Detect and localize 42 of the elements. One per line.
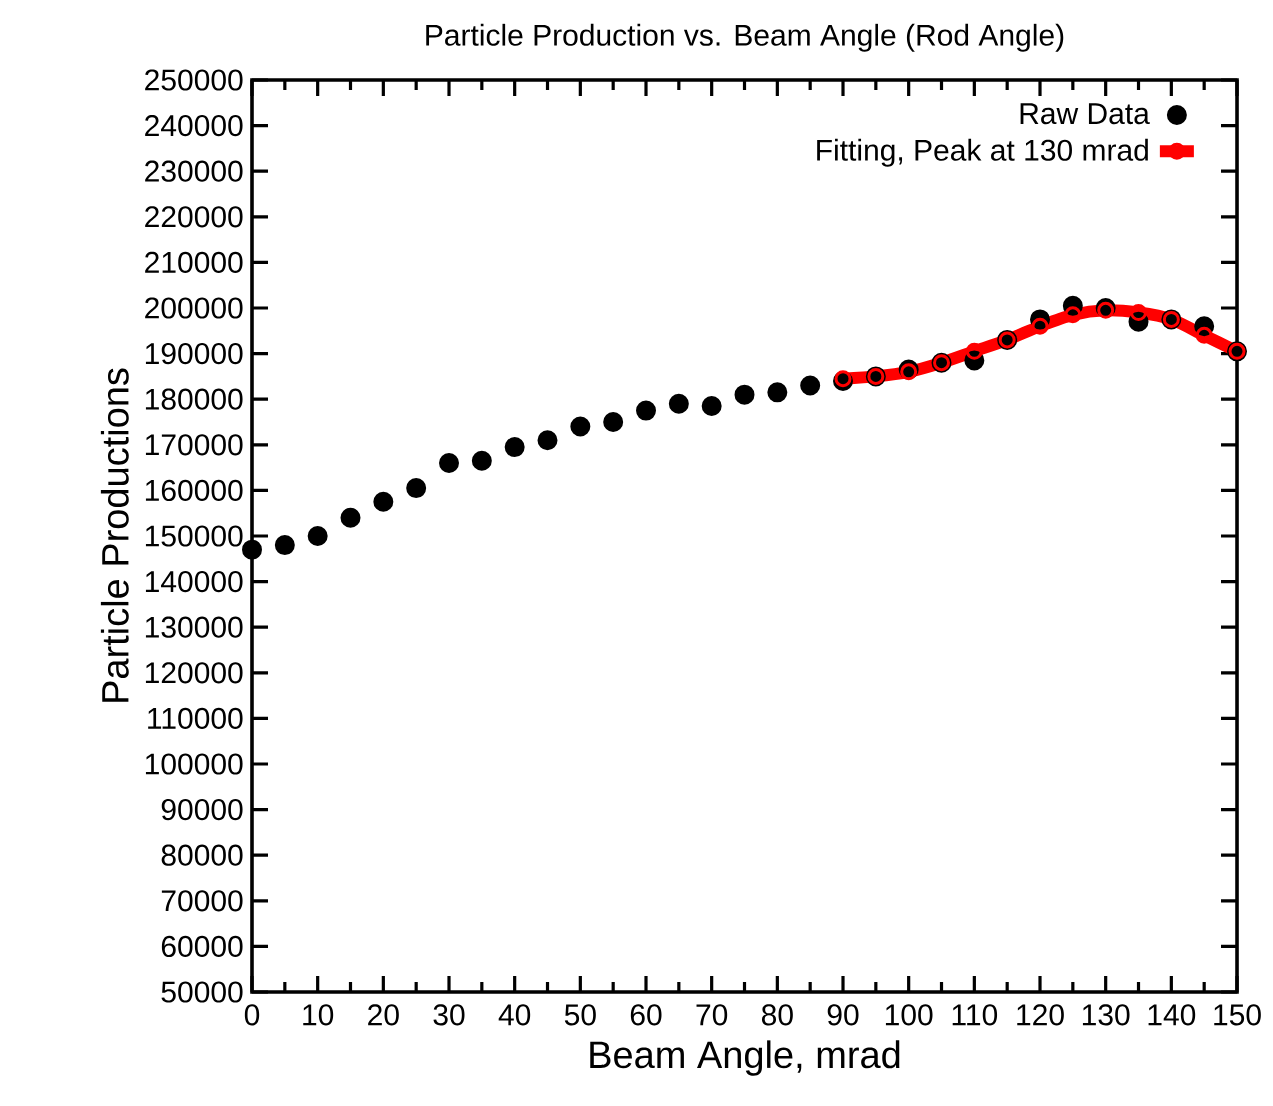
x-tick-label: 130 [1082, 1004, 1130, 1026]
y-tick-label: 230000 [145, 160, 243, 182]
y-tick-label: 190000 [145, 342, 243, 365]
y-tick-label: 140000 [145, 570, 243, 593]
x-tick-label: 70 [696, 1004, 728, 1026]
chart-title: Particle Production vs. Beam Angle (Rod Angle) [426, 23, 1064, 52]
y-tick-label: 70000 [161, 890, 243, 912]
y-axis-title: Particle Productions [100, 368, 129, 702]
y-tick-label: 50000 [161, 981, 243, 1003]
x-tick-label: 20 [368, 1004, 399, 1026]
legend-label: Raw Data [1020, 103, 1150, 125]
y-tick-label: 180000 [145, 388, 243, 410]
y-tick-label: 110000 [148, 707, 243, 729]
x-tick-label: 10 [303, 1004, 334, 1026]
legend-label: Fitting, Peak at 130 mrad [817, 138, 1148, 167]
x-tick-label: 150 [1214, 1004, 1261, 1026]
x-tick-label: 110 [952, 1004, 998, 1026]
y-tick-label: 220000 [145, 206, 243, 228]
y-tick-label: 200000 [145, 297, 243, 319]
y-tick-label: 160000 [145, 479, 243, 501]
x-tick-label: 90 [827, 1004, 859, 1026]
y-tick-label: 150000 [145, 525, 243, 547]
x-tick-label: 100 [885, 1004, 933, 1026]
y-tick-label: 170000 [145, 434, 243, 456]
x-tick-label: 80 [761, 1004, 793, 1026]
x-tick-label: 40 [498, 1004, 531, 1026]
x-tick-label: 60 [630, 1004, 662, 1026]
x-tick-label: 50 [564, 1004, 596, 1026]
y-tick-label: 80000 [161, 844, 243, 866]
y-tick-label: 250000 [145, 69, 243, 91]
x-tick-label: 30 [433, 1004, 465, 1026]
x-tick-label: 140 [1148, 1004, 1196, 1026]
y-tick-label: 210000 [145, 251, 243, 273]
x-axis-title: Beam Angle, mrad [590, 1040, 900, 1076]
y-tick-label: 130000 [145, 616, 243, 638]
x-tick-label: 120 [1017, 1004, 1064, 1026]
y-tick-label: 90000 [161, 798, 243, 821]
y-tick-label: 240000 [145, 114, 243, 137]
y-tick-label: 60000 [161, 935, 243, 958]
y-tick-label: 100000 [145, 753, 243, 775]
x-tick-label: 0 [244, 1004, 260, 1026]
y-tick-label: 120000 [145, 662, 243, 684]
